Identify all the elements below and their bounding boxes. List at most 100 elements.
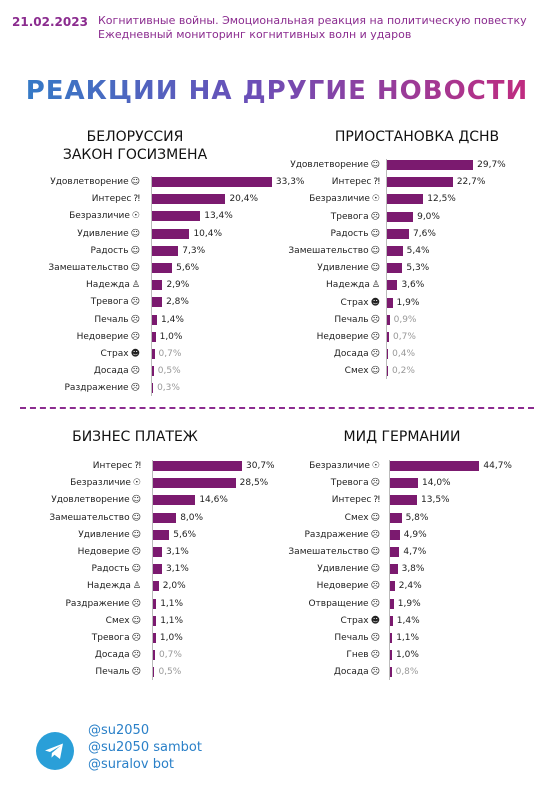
value-label: 4,7% bbox=[403, 547, 427, 557]
value-label: 20,4% bbox=[229, 194, 259, 205]
emotion-icon: ♙ bbox=[132, 581, 141, 592]
bar bbox=[152, 366, 154, 377]
bar bbox=[152, 314, 158, 325]
emotion-icon: ☺ bbox=[131, 495, 141, 506]
category-name: Надежда bbox=[87, 581, 131, 592]
bar bbox=[390, 495, 417, 506]
chart-row: Безразличие ☉ 12,5% bbox=[277, 191, 554, 207]
chart-title: МИД ГЕРМАНИИ bbox=[343, 429, 461, 445]
category-name: Недоверие bbox=[77, 547, 130, 557]
bar bbox=[152, 349, 155, 359]
bar bbox=[153, 667, 155, 678]
chart-row: Страх ☻ 0,7% bbox=[0, 346, 277, 362]
category-label: Тревога ☹ bbox=[91, 294, 140, 310]
category-label: Удовлетворение ☺ bbox=[50, 174, 140, 190]
chart-row: Страх ☻ 1,9% bbox=[277, 295, 554, 311]
chart-row: Удивление ☺ 5,6% bbox=[0, 527, 277, 543]
category-label: Замешательство ☺ bbox=[288, 243, 380, 259]
emotion-icon: ☻ bbox=[370, 297, 380, 308]
value-label: 5,6% bbox=[173, 529, 197, 540]
chart-row: Досада ☹ 0,4% bbox=[277, 346, 554, 362]
value-label: 4,9% bbox=[403, 529, 427, 540]
link-su2050-sambot[interactable]: @su2050 sambot bbox=[88, 740, 202, 755]
telegram-icon[interactable] bbox=[36, 732, 74, 770]
footer-links: @su2050 @su2050 sambot @suralov bot bbox=[88, 722, 202, 773]
chart-row: Радость ☺ 7,6% bbox=[277, 226, 554, 242]
emotion-icon: ☹ bbox=[131, 667, 141, 678]
link-su2050[interactable]: @su2050 bbox=[88, 723, 150, 738]
category-name: Безразличие bbox=[69, 211, 130, 222]
value-label: 0,8% bbox=[395, 667, 419, 678]
chart-row: Печаль ☹ 0,5% bbox=[0, 664, 277, 680]
category-name: Удовлетворение bbox=[51, 495, 130, 506]
value-label: 3,8% bbox=[401, 564, 425, 575]
chart-row: Интерес ⁈ 22,7% bbox=[277, 174, 554, 190]
section-divider bbox=[20, 407, 534, 409]
category-label: Интерес ⁈ bbox=[93, 458, 141, 474]
category-label: Тревога ☹ bbox=[331, 209, 380, 225]
emotion-icon: ⁈ bbox=[133, 194, 140, 205]
value-label: 2,4% bbox=[398, 581, 422, 592]
category-name: Досада bbox=[93, 366, 129, 377]
value-label: 10,4% bbox=[193, 228, 223, 239]
category-name: Недоверие bbox=[76, 331, 129, 342]
category-name: Безразличие bbox=[309, 194, 370, 205]
value-label: 13,5% bbox=[421, 495, 450, 506]
emotion-icon: ☹ bbox=[370, 332, 380, 342]
chart-row: Надежда ♙ 2,0% bbox=[0, 578, 277, 594]
emotion-icon: ⁈ bbox=[134, 461, 141, 471]
bar bbox=[387, 314, 390, 325]
chart-row: Удовлетворение ☺ 14,6% bbox=[0, 492, 277, 508]
emotion-icon: ☹ bbox=[370, 211, 380, 222]
category-name: Смех bbox=[344, 512, 369, 523]
emotion-icon: ☹ bbox=[131, 650, 141, 661]
emotion-icon: ☻ bbox=[130, 349, 140, 359]
emotion-icon: ☺ bbox=[131, 564, 141, 575]
chart-axis bbox=[152, 460, 153, 680]
category-name: Печаль bbox=[95, 667, 130, 678]
category-label: Печаль ☹ bbox=[334, 312, 380, 328]
emotion-icon: ☉ bbox=[132, 478, 141, 489]
bar bbox=[387, 280, 398, 291]
bar bbox=[390, 529, 400, 540]
bar bbox=[387, 263, 403, 274]
category-name: Замешательство bbox=[48, 263, 129, 273]
category-label: Надежда ♙ bbox=[87, 578, 141, 594]
chart-row: Надежда ♙ 3,6% bbox=[277, 277, 554, 293]
chart-row: Гнев ☹ 1,0% bbox=[277, 647, 554, 663]
category-name: Досада bbox=[333, 667, 369, 678]
emotion-icon: ☹ bbox=[370, 598, 380, 609]
emotion-icon: ⁈ bbox=[373, 177, 380, 188]
emotion-icon: ☹ bbox=[370, 478, 380, 489]
link-suralov-bot[interactable]: @suralov bot bbox=[88, 757, 175, 772]
emotion-icon: ☉ bbox=[371, 194, 380, 205]
bar bbox=[387, 211, 414, 222]
category-label: Смех ☺ bbox=[345, 363, 380, 379]
value-label: 0,5% bbox=[157, 366, 181, 377]
emotion-icon: ☺ bbox=[370, 263, 380, 274]
category-label: Недоверие ☹ bbox=[78, 544, 141, 560]
chart-row: Безразличие ☉ 44,7% bbox=[277, 458, 554, 474]
chart-row: Печаль ☹ 1,1% bbox=[277, 630, 554, 646]
chart-row: Удовлетворение ☺ 33,3% bbox=[0, 174, 304, 190]
bar bbox=[153, 461, 243, 471]
chart-row: Недоверие ☹ 1,0% bbox=[0, 329, 277, 345]
category-label: Удовлетворение ☺ bbox=[51, 492, 141, 508]
category-name: Надежда bbox=[86, 280, 130, 291]
category-label: Недоверие ☹ bbox=[317, 329, 380, 345]
category-name: Раздражение bbox=[64, 383, 129, 394]
category-label: Интерес ⁈ bbox=[332, 492, 380, 508]
chart-row: Надежда ♙ 2,9% bbox=[0, 277, 277, 293]
bar bbox=[152, 263, 173, 273]
chart-title: ПРИОСТАНОВКА ДСНВ bbox=[334, 129, 500, 145]
chart-row: Недоверие ☹ 3,1% bbox=[0, 544, 277, 560]
category-name: Гнев bbox=[346, 650, 369, 661]
value-label: 29,7% bbox=[477, 160, 506, 170]
category-label: Печаль ☹ bbox=[334, 630, 380, 646]
bar bbox=[387, 332, 390, 342]
header-date: 21.02.2023 bbox=[12, 15, 88, 29]
bar bbox=[390, 650, 392, 661]
category-name: Удивление bbox=[317, 564, 369, 575]
category-name: Смех bbox=[105, 615, 130, 626]
bar bbox=[390, 512, 402, 523]
